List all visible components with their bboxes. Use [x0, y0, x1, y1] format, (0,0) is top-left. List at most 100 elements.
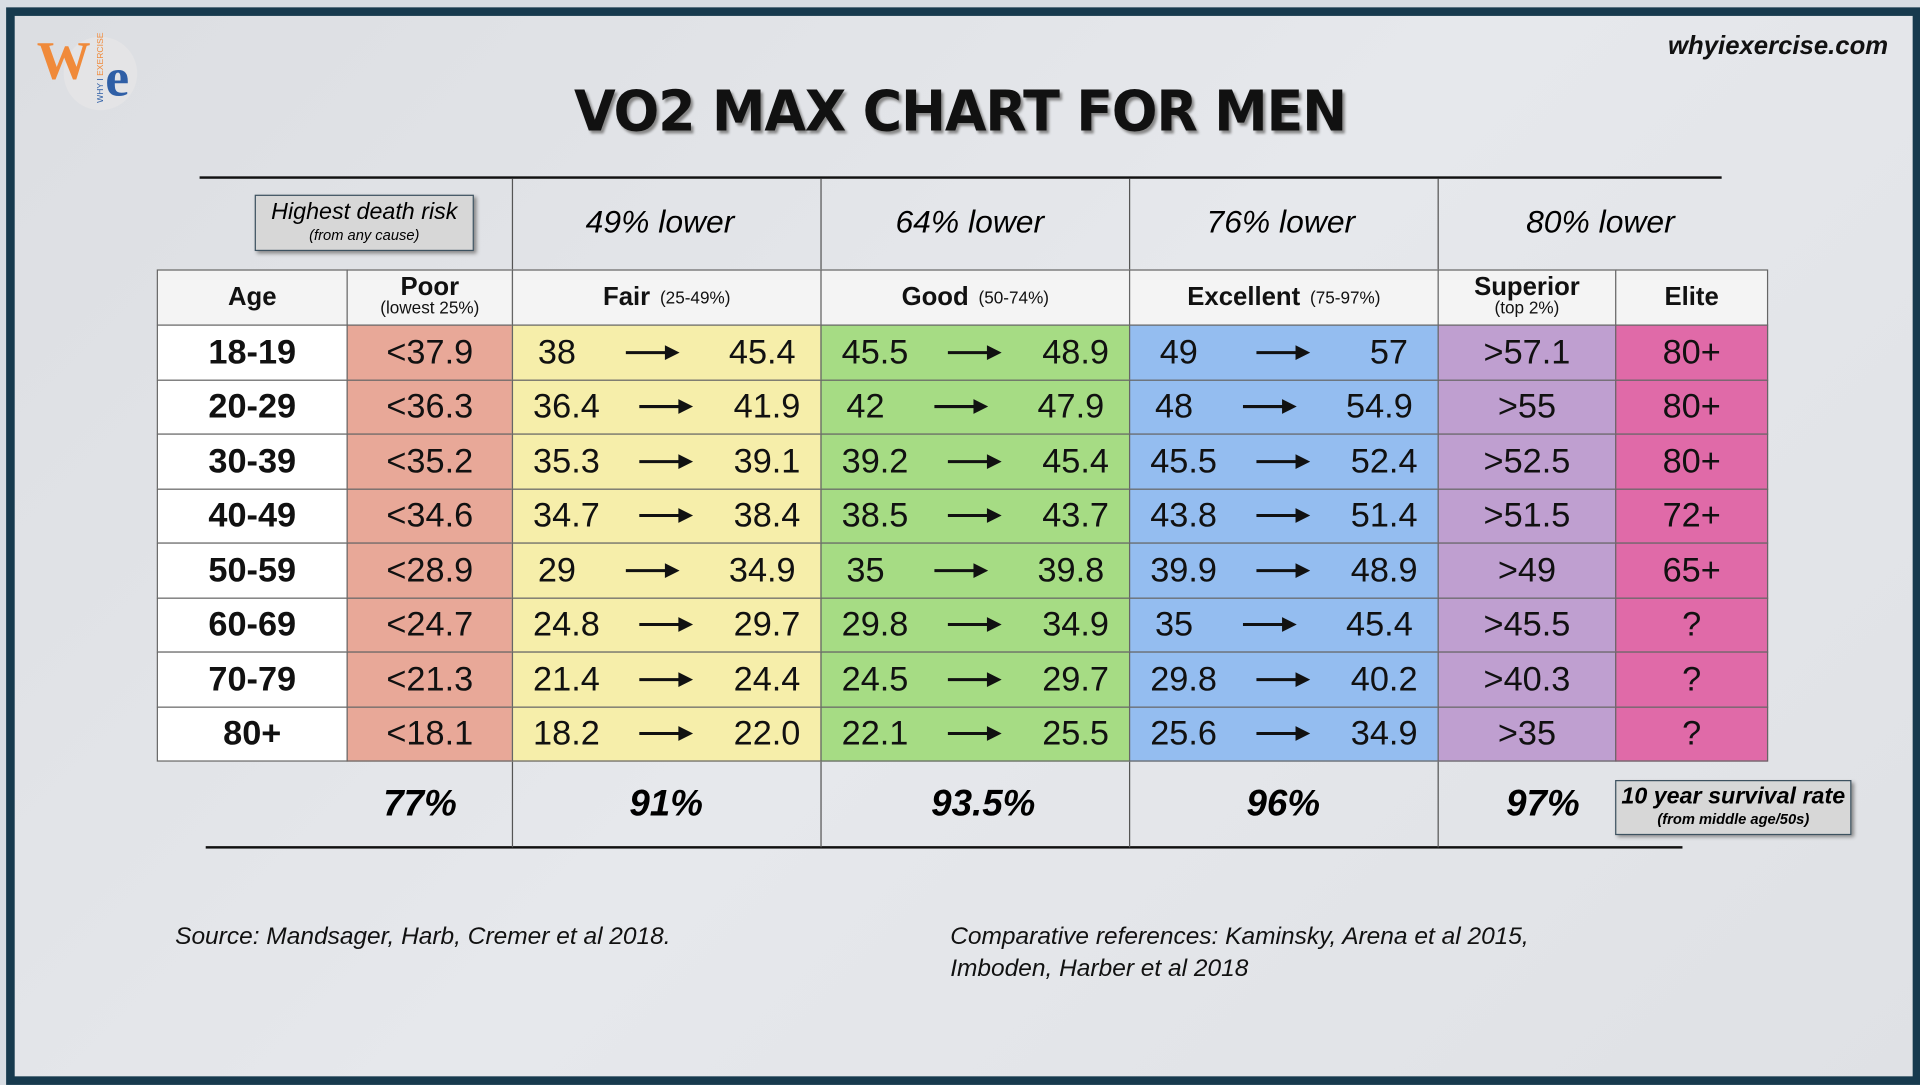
risk-label: 64% lower [895, 203, 1045, 241]
svg-text:e: e [105, 48, 129, 108]
cell-fair: 18.2 22.0 [511, 705, 822, 762]
cell-age: 18-19 [156, 324, 348, 381]
cell-value: 80+ [223, 714, 282, 753]
bottom-rule [205, 846, 1683, 849]
survival-rate: 91% [629, 783, 703, 825]
range: 35 45.4 [1130, 605, 1437, 644]
cell-elite: 65+ [1615, 542, 1769, 599]
range-high: 34.9 [728, 550, 796, 589]
cell-good: 24.5 29.7 [820, 651, 1131, 708]
cell-superior: >40.3 [1437, 651, 1617, 708]
column-header-elite: Elite [1615, 269, 1769, 326]
column-sub: (25-49%) [659, 287, 731, 308]
range-high: 45.4 [1042, 441, 1109, 480]
cell-value: <18.1 [386, 714, 474, 753]
range-high: 38.4 [733, 496, 801, 535]
cell-age: 50-59 [156, 542, 348, 599]
column-header-good: Good (50-74%) [820, 269, 1131, 326]
arrow-right-icon [948, 671, 1003, 687]
cell-good: 38.5 43.7 [820, 487, 1131, 544]
cell-excellent: 48 54.9 [1128, 378, 1439, 435]
cell-good: 22.1 25.5 [820, 705, 1131, 762]
cell-age: 70-79 [156, 651, 348, 708]
range-low: 39.9 [1150, 550, 1217, 589]
cell-value: 72+ [1662, 496, 1721, 535]
range-low: 45.5 [1150, 441, 1217, 480]
column-label: Superior [1474, 273, 1580, 302]
arrow-right-icon [948, 453, 1003, 469]
cell-fair: 21.4 24.4 [511, 651, 822, 708]
cell-value: ? [1682, 605, 1702, 644]
cell-age: 60-69 [156, 596, 348, 653]
risk-label: 80% lower [1526, 203, 1675, 241]
column-header-age: Age [156, 269, 348, 326]
range: 29 34.9 [513, 551, 820, 590]
cell-excellent: 29.8 40.2 [1128, 651, 1439, 708]
cell-value: 80+ [1662, 387, 1721, 426]
range-low: 29.8 [1150, 659, 1217, 698]
column-sub: (75-97%) [1309, 287, 1381, 308]
death-risk-sub: (from any cause) [309, 226, 420, 244]
cell-elite: 80+ [1615, 433, 1769, 490]
svg-text:WHY I EXERCISE: WHY I EXERCISE [95, 32, 105, 103]
range: 36.4 41.9 [513, 387, 820, 426]
column-header-fair: Fair (25-49%) [511, 269, 822, 326]
cell-good: 42 47.9 [820, 378, 1131, 435]
cell-excellent: 35 45.4 [1128, 596, 1439, 653]
arrow-right-icon [625, 562, 680, 578]
cell-value: <36.3 [386, 387, 474, 426]
survival-rate: 77% [383, 783, 457, 825]
site-url: whyiexercise.com [1668, 31, 1889, 61]
range: 21.4 24.4 [513, 660, 820, 699]
range: 24.5 29.7 [822, 660, 1129, 699]
range-low: 35 [846, 550, 885, 589]
cell-excellent: 49 57 [1128, 324, 1439, 381]
cell-value: 65+ [1662, 550, 1721, 589]
arrow-right-icon [948, 726, 1003, 742]
death-risk-title: Highest death risk [271, 199, 458, 226]
cell-value: >40.3 [1483, 659, 1571, 698]
cell-good: 39.2 45.4 [820, 433, 1131, 490]
range-low: 29.8 [841, 605, 909, 644]
chart-title: VO2 MAX CHART FOR MEN [574, 79, 1347, 145]
cell-age: 40-49 [156, 487, 348, 544]
cell-poor: <18.1 [346, 705, 514, 762]
range: 34.7 38.4 [513, 496, 820, 535]
cell-fair: 24.8 29.7 [511, 596, 822, 653]
cell-excellent: 45.5 52.4 [1128, 433, 1439, 490]
arrow-right-icon [639, 453, 694, 469]
range-high: 24.4 [733, 659, 801, 698]
cell-elite: ? [1615, 705, 1769, 762]
cell-value: 40-49 [208, 496, 297, 535]
cell-value: >55 [1497, 387, 1557, 426]
range-low: 36.4 [533, 387, 600, 426]
survival-title: 10 year survival rate [1621, 783, 1846, 810]
range-high: 34.9 [1042, 605, 1109, 644]
cell-value: ? [1682, 659, 1702, 698]
range: 24.8 29.7 [513, 605, 820, 644]
range: 39.9 48.9 [1130, 551, 1437, 590]
cell-superior: >57.1 [1437, 324, 1617, 381]
cell-value: 60-69 [208, 605, 297, 644]
range-low: 35 [1154, 605, 1194, 644]
range-high: 25.5 [1042, 714, 1109, 753]
cell-excellent: 43.8 51.4 [1128, 487, 1439, 544]
range-high: 40.2 [1350, 659, 1418, 698]
range-low: 43.8 [1150, 496, 1217, 535]
cell-elite: 80+ [1615, 324, 1769, 381]
cell-good: 35 39.8 [820, 542, 1131, 599]
cell-value: 20-29 [208, 387, 297, 426]
survival-rate: 97% [1506, 783, 1580, 825]
range-low: 34.7 [533, 496, 600, 535]
range-high: 51.4 [1350, 496, 1418, 535]
cell-fair: 29 34.9 [511, 542, 822, 599]
arrow-right-icon [948, 345, 1003, 360]
cell-value: <34.6 [386, 496, 474, 535]
range-low: 42 [846, 387, 885, 426]
range-high: 29.7 [1042, 659, 1109, 698]
range: 49 57 [1130, 333, 1437, 372]
range-high: 48.9 [1042, 332, 1109, 371]
range: 48 54.9 [1130, 387, 1437, 426]
column-header-poor: Poor (lowest 25%) [346, 269, 514, 326]
